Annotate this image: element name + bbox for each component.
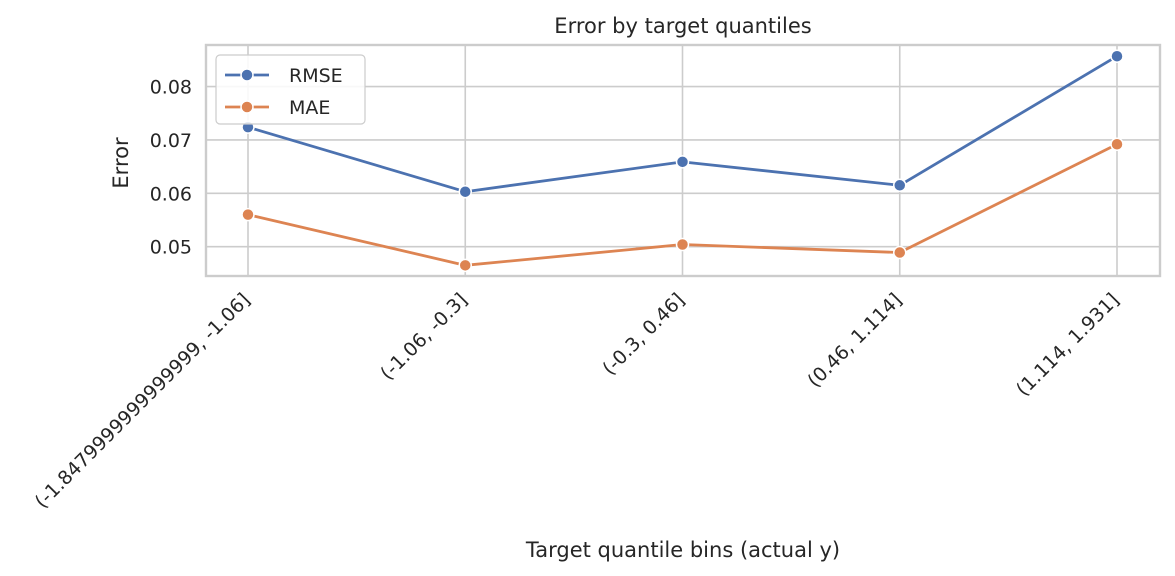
mae-point <box>675 237 690 252</box>
legend-label: RMSE <box>289 65 343 87</box>
legend: RMSE MAE <box>215 54 366 125</box>
chart-title: Error by target quantiles <box>554 14 811 38</box>
x-tick-label: (1.114, 1.931] <box>1012 289 1124 401</box>
y-tick-label: 0.06 <box>150 183 192 205</box>
x-axis-ticks: (-1.8479999999999999, -1.06] (-1.06, -0.3… <box>31 289 1124 513</box>
legend-label: MAE <box>289 97 330 119</box>
plot-frame <box>204 43 1162 278</box>
rmse-point <box>893 178 907 193</box>
y-tick-label: 0.05 <box>150 237 192 259</box>
x-tick-label: (-0.3, 0.46] <box>598 289 689 380</box>
legend-marker <box>240 68 254 82</box>
y-tick-label: 0.08 <box>150 77 192 99</box>
mae-point <box>458 258 472 273</box>
x-tick-label: (-1.8479999999999999, -1.06] <box>31 289 255 513</box>
legend-item-mae: MAE <box>225 97 330 119</box>
x-tick-label: (0.46, 1.114] <box>803 289 906 392</box>
mae-point <box>1110 137 1124 151</box>
y-tick-label: 0.07 <box>150 130 192 152</box>
x-tick-label: (-1.06, -0.3] <box>376 289 472 385</box>
mae-point <box>241 207 255 222</box>
legend-item-rmse: RMSE <box>225 65 343 87</box>
series-mae <box>241 137 1124 273</box>
y-axis-ticks: 0.05 0.06 0.07 0.08 <box>150 77 192 259</box>
rmse-point <box>675 155 690 169</box>
rmse-point <box>458 184 472 199</box>
x-axis-label: Target quantile bins (actual y) <box>525 538 840 562</box>
mae-point <box>893 245 907 260</box>
series-layer <box>241 49 1124 273</box>
legend-marker <box>240 100 254 114</box>
y-axis-label: Error <box>109 137 133 189</box>
rmse-point <box>1110 49 1124 63</box>
